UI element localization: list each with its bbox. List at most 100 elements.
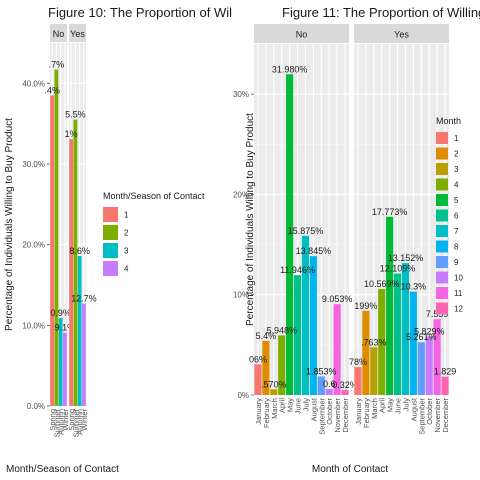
bar-yes-april (378, 289, 386, 395)
facet-strip-no (254, 24, 349, 43)
data-label: 13.152% (388, 253, 424, 263)
facet-label: Yes (394, 30, 409, 40)
y-axis-title: Percentage of Individuals Willing to Buy… (245, 113, 256, 326)
chart-title: Figure 11: The Proportion of Willing (282, 5, 480, 20)
legend-label: 4 (124, 265, 129, 274)
y-tick-label: 10.0% (22, 321, 45, 330)
bar-yes-spring (69, 138, 74, 406)
legend-label: 11 (454, 289, 463, 298)
legend-key-3 (103, 243, 118, 258)
legend-key-2 (436, 147, 448, 160)
legend-label: 6 (454, 212, 459, 221)
bar-no-november (333, 304, 341, 395)
legend-label: 8 (454, 243, 459, 252)
legend-key-9 (436, 256, 448, 268)
legend-label: 10 (454, 274, 463, 283)
legend-key-1 (436, 132, 448, 144)
x-tick-label: June (294, 398, 303, 414)
facet-strip-yes (69, 24, 86, 42)
panel-background (354, 44, 449, 395)
chart-figure-10: Figure 10: The Proportion of Willi No .4%.… (4, 5, 238, 475)
bar-yes-september (417, 342, 425, 395)
panel-background (50, 43, 67, 406)
x-tick-label: September (417, 397, 426, 434)
data-label: 9.1% (55, 323, 76, 333)
bar-yes-march (370, 347, 378, 395)
x-tick-label: April (278, 398, 287, 413)
y-tick-label: 40.0% (22, 79, 45, 88)
x-tick-label: February (262, 398, 271, 428)
chart-figure-11: Figure 11: The Proportion of Willing No 06… (233, 5, 480, 475)
data-label: 199% (354, 301, 377, 311)
data-label: 5.261% (406, 332, 437, 342)
bar-yes-january (354, 367, 362, 395)
facet-strip-yes (354, 24, 449, 43)
legend-label: 1 (454, 134, 459, 143)
data-label: 06% (249, 354, 267, 364)
x-tick-label: November (433, 398, 442, 433)
bar-yes-summer (73, 119, 78, 406)
legend-label: 3 (124, 247, 129, 256)
x-tick-label: Winter (61, 409, 70, 431)
bar-yes-august (409, 291, 417, 395)
legend-title: Month (436, 116, 461, 126)
bar-no-february (262, 340, 270, 395)
x-tick-label: March (370, 398, 379, 419)
data-label: 13.845% (296, 246, 332, 256)
data-label: 10.569% (364, 279, 400, 289)
legend-title: Month/Season of Contact (103, 191, 205, 201)
bar-yes-winter (81, 303, 86, 406)
x-axis-title: Month/Season of Contact (6, 464, 119, 475)
data-label: .763% (361, 337, 387, 347)
x-tick-label: August (409, 397, 418, 421)
legend-key-5 (436, 194, 448, 206)
legend-key-12 (436, 302, 448, 315)
legend-label: 12 (454, 305, 463, 314)
legend-label: 9 (454, 258, 459, 267)
legend-label: 4 (454, 181, 459, 190)
bar-no-march (270, 389, 278, 395)
data-label: 15.875% (288, 226, 324, 236)
legend: Month/Season of Contact 1 2 3 4 (103, 191, 205, 276)
x-tick-label: Spring (48, 409, 57, 431)
bar-no-january (254, 364, 262, 395)
y-tick-label: 20.0% (22, 241, 45, 250)
panel-background (254, 44, 349, 395)
bar-yes-february (362, 310, 370, 395)
data-label: 12.7% (71, 294, 97, 304)
data-label: .7% (49, 60, 65, 70)
x-tick-label: Winter (80, 409, 89, 431)
data-label: 1.829 (434, 367, 457, 377)
bar-yes-december (441, 376, 449, 395)
facet-label: No (296, 30, 308, 40)
bar-no-september (317, 376, 325, 395)
bar-no-summer (54, 69, 59, 407)
bar-yes-may (386, 216, 394, 395)
data-label: 10.3% (401, 282, 427, 292)
facet-strip-no (50, 24, 67, 42)
bar-no-winter (62, 332, 67, 406)
legend-label: 7 (454, 227, 459, 236)
x-tick-label: May (386, 398, 395, 412)
data-label: 1.853% (306, 366, 337, 376)
data-label: 5.948% (266, 325, 297, 335)
chart-title: Figure 10: The Proportion of Willi (48, 5, 238, 20)
x-tick-label: October (425, 398, 434, 425)
bar-yes-july (401, 263, 410, 395)
legend-key-1 (103, 207, 118, 222)
y-tick-label: 10% (233, 291, 249, 300)
bar-no-july (301, 235, 310, 395)
x-tick-label: December (341, 398, 350, 433)
legend-label: 2 (454, 150, 459, 159)
data-label: 1% (65, 129, 78, 139)
bar-no-december (341, 389, 349, 395)
legend-key-3 (436, 163, 448, 175)
y-tick-label: 30% (233, 90, 249, 99)
bar-no-august (309, 256, 317, 395)
data-label: 0.9% (50, 308, 71, 318)
y-tick-label: 20% (233, 190, 249, 199)
bar-no-april (278, 335, 286, 395)
data-label: 0.6 (323, 379, 336, 389)
data-label: 17.773% (372, 207, 408, 217)
